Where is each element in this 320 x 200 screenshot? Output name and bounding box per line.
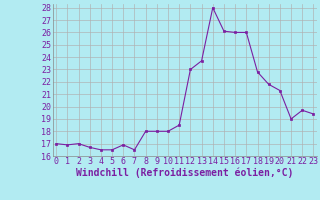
X-axis label: Windchill (Refroidissement éolien,°C): Windchill (Refroidissement éolien,°C) bbox=[76, 168, 293, 178]
